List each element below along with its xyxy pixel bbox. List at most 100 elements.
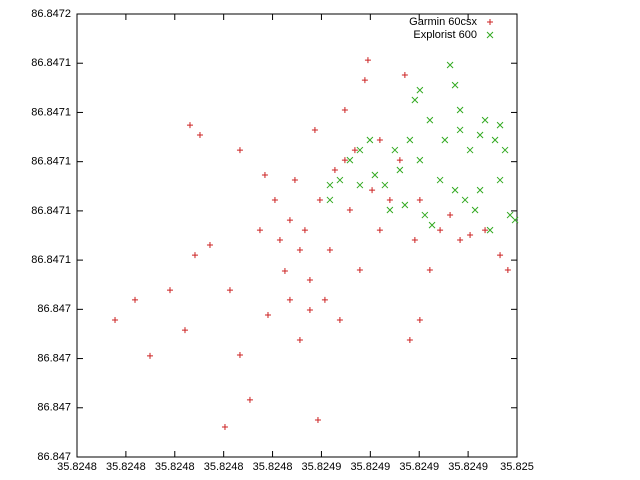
data-point — [416, 196, 423, 203]
legend-marker — [487, 19, 493, 25]
data-point — [421, 211, 429, 219]
data-point — [416, 86, 424, 94]
data-point — [341, 107, 348, 114]
data-point — [186, 122, 193, 129]
data-point — [381, 181, 389, 189]
data-point — [426, 266, 433, 273]
y-tick-label: 86.8471 — [31, 156, 71, 168]
x-tick-label: 35.8249 — [448, 461, 488, 473]
x-tick-label: 35.8248 — [155, 461, 195, 473]
data-point — [166, 287, 173, 294]
data-point — [371, 171, 379, 179]
y-tick-label: 86.847 — [37, 402, 71, 414]
data-point — [286, 217, 293, 224]
data-point — [411, 236, 418, 243]
data-point — [376, 137, 383, 144]
data-point — [361, 77, 368, 84]
x-tick-label: 35.8248 — [253, 461, 293, 473]
data-point — [386, 206, 394, 214]
data-point — [411, 96, 419, 104]
data-point — [181, 327, 188, 334]
data-point — [321, 296, 328, 303]
x-tick-label: 35.8249 — [399, 461, 439, 473]
data-point — [466, 146, 474, 154]
data-point — [256, 227, 263, 234]
data-point — [246, 396, 253, 403]
data-point — [481, 116, 489, 124]
y-tick-label: 86.8471 — [31, 254, 71, 266]
y-tick-label: 86.8471 — [31, 57, 71, 69]
x-tick-label: 35.8248 — [106, 461, 146, 473]
legend-label: Explorist 600 — [413, 29, 477, 41]
data-point — [147, 352, 154, 359]
data-point — [496, 176, 504, 184]
data-point — [401, 72, 408, 79]
data-point — [306, 306, 313, 313]
data-point — [386, 196, 393, 203]
data-point — [132, 296, 139, 303]
data-point — [369, 187, 376, 194]
y-tick-label: 86.847 — [37, 303, 71, 315]
y-tick-label: 86.8471 — [31, 205, 71, 217]
data-point — [191, 252, 198, 259]
data-point — [406, 136, 414, 144]
data-point — [281, 268, 288, 275]
data-point — [364, 57, 371, 64]
y-tick-label: 86.847 — [37, 352, 71, 364]
x-tick-label: 35.825 — [500, 461, 534, 473]
x-tick-label: 35.8248 — [204, 461, 244, 473]
data-point — [236, 352, 243, 359]
data-point — [391, 146, 399, 154]
data-point — [112, 317, 119, 324]
data-point — [296, 336, 303, 343]
data-point — [286, 296, 293, 303]
data-point — [497, 252, 504, 259]
data-point — [467, 231, 474, 238]
data-point — [396, 157, 403, 164]
data-point — [401, 201, 409, 209]
data-point — [206, 242, 213, 249]
data-point — [437, 227, 444, 234]
data-point — [301, 227, 308, 234]
data-point — [482, 227, 489, 234]
data-point — [356, 266, 363, 273]
data-point — [511, 216, 519, 224]
x-tick-label: 35.8248 — [57, 461, 97, 473]
data-point — [271, 196, 278, 203]
x-tick-label: 35.8249 — [302, 461, 342, 473]
data-point — [221, 424, 228, 431]
data-point — [376, 227, 383, 234]
data-point — [476, 186, 484, 194]
data-point — [451, 186, 459, 194]
y-tick-label: 86.8472 — [31, 8, 71, 20]
data-point — [356, 146, 364, 154]
data-point — [501, 146, 509, 154]
data-point — [336, 317, 343, 324]
data-point — [196, 131, 203, 138]
data-point — [311, 126, 318, 133]
data-point — [396, 166, 404, 174]
data-point — [316, 196, 323, 203]
data-point — [406, 336, 413, 343]
data-point — [504, 266, 511, 273]
y-tick-label: 86.847 — [37, 451, 71, 463]
data-point — [346, 207, 353, 214]
data-point — [276, 236, 283, 243]
data-point — [447, 212, 454, 219]
data-point — [326, 196, 334, 204]
data-point — [457, 236, 464, 243]
data-point — [226, 287, 233, 294]
data-point — [416, 156, 424, 164]
data-point — [446, 61, 454, 69]
data-point — [326, 247, 333, 254]
data-point — [476, 131, 484, 139]
data-point — [264, 312, 271, 319]
data-point — [496, 121, 504, 129]
data-point — [436, 176, 444, 184]
data-point — [314, 417, 321, 424]
data-point — [428, 221, 436, 229]
data-point — [456, 126, 464, 134]
data-point — [336, 176, 344, 184]
data-point — [326, 181, 334, 189]
